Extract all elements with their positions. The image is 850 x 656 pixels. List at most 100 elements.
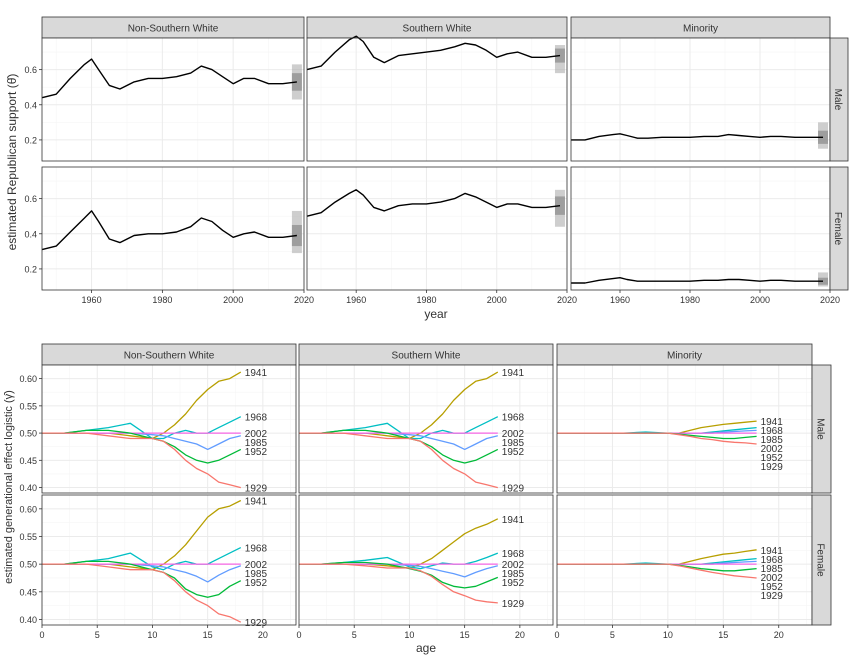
row-strip	[829, 37, 849, 162]
cohort-end-label: 1952	[761, 582, 784, 593]
column-strip-label: Minority	[683, 24, 718, 35]
y-tick-label: 0.2	[24, 135, 37, 145]
bottom-y-axis-title: estimated generational effect logistic (…	[3, 390, 15, 584]
cohort-end-label: 1941	[245, 497, 268, 508]
x-tick-label: 10	[663, 630, 673, 640]
panel-background	[557, 495, 812, 625]
row-strip-label: Male	[832, 89, 843, 111]
cohort-end-label: 1985	[245, 438, 268, 449]
panel-border	[41, 166, 305, 291]
support-line	[571, 277, 823, 284]
y-tick-label: 0.45	[19, 456, 37, 466]
cohort-end-label: 2002	[761, 444, 784, 455]
cohort-end-label: 1985	[761, 564, 784, 575]
cohort-end-label: 2002	[245, 429, 268, 440]
cohort-line-1952	[42, 429, 242, 464]
y-tick-label: 0.40	[19, 615, 37, 625]
column-strip-label: Minority	[667, 351, 702, 362]
panel-background	[571, 38, 830, 161]
y-tick-label: 0.50	[19, 560, 37, 570]
cohort-end-label: 1952	[245, 447, 268, 458]
cohort-end-label: 1952	[502, 578, 525, 589]
x-tick-label: 15	[718, 630, 728, 640]
panel-background	[42, 167, 304, 290]
panel-border	[306, 166, 568, 291]
panel-background	[307, 38, 567, 161]
cohort-line-1952	[299, 429, 499, 464]
cohort-end-label: 1929	[502, 484, 525, 495]
x-tick-label: 1980	[680, 295, 700, 305]
x-tick-label: 1960	[346, 295, 366, 305]
facet-panel	[41, 37, 305, 162]
row-strip-label: Male	[815, 418, 826, 440]
panel-background	[307, 167, 567, 290]
x-tick-label: 5	[610, 630, 615, 640]
panel-background	[42, 38, 304, 161]
cohort-end-label: 1952	[245, 578, 268, 589]
facet-panel	[306, 35, 568, 162]
cohort-line-1929	[42, 432, 241, 489]
cohort-end-label: 1968	[502, 413, 525, 424]
y-tick-label: 0.40	[19, 483, 37, 493]
x-tick-label: 0	[39, 630, 44, 640]
x-tick-label: 10	[404, 630, 414, 640]
x-tick-label: 2020	[294, 295, 314, 305]
y-tick-label: 0.60	[19, 374, 37, 384]
panel-background	[557, 365, 812, 493]
row-strip	[811, 364, 832, 494]
y-tick-label: 0.2	[24, 264, 37, 274]
y-tick-label: 0.45	[19, 587, 37, 597]
top-chart: Non-Southern White 0.2 0.4 0.6 0.2 0.4 0.6 1960…	[24, 16, 849, 305]
support-line	[41, 210, 297, 251]
x-tick-label: 2020	[820, 295, 840, 305]
cohort-end-label: 1952	[502, 447, 525, 458]
facet-panel	[41, 166, 305, 291]
cohort-line-1929	[299, 432, 498, 489]
panel-border	[41, 494, 297, 626]
cohort-end-label: 1929	[245, 484, 268, 495]
cohort-end-label: 2002	[502, 429, 525, 440]
cohort-end-label: 1968	[245, 413, 268, 424]
panel-border	[41, 37, 305, 162]
x-tick-label: 15	[460, 630, 470, 640]
x-tick-label: 1980	[152, 295, 172, 305]
cohort-end-label: 1929	[502, 599, 525, 610]
top-y-axis-title: estimated Republican support (θ̂)	[5, 74, 19, 251]
facet-panel	[570, 166, 831, 291]
cohort-end-label: 1985	[245, 569, 268, 580]
cohort-line-1929	[42, 563, 242, 623]
panel-border	[298, 364, 554, 494]
y-tick-label: 0.50	[19, 429, 37, 439]
cohort-end-label: 1985	[502, 438, 525, 449]
cohort-end-label: 1968	[502, 549, 525, 560]
column-strip-label: Southern White	[392, 351, 461, 362]
cohort-end-label: 1941	[761, 417, 784, 428]
cohort-end-label: 1968	[761, 555, 784, 566]
column-strip-label: Non-Southern White	[128, 24, 219, 35]
x-tick-label: 1960	[82, 295, 102, 305]
x-tick-label: 1980	[416, 295, 436, 305]
row-strip	[811, 494, 832, 626]
cohort-line-1929	[557, 563, 757, 579]
x-tick-label: 0	[296, 630, 301, 640]
y-tick-label: 0.55	[19, 401, 37, 411]
y-tick-label: 0.60	[19, 504, 37, 514]
x-tick-label: 0	[554, 630, 559, 640]
cohort-line-1929	[557, 432, 757, 445]
x-tick-label: 5	[95, 630, 100, 640]
cohort-end-label: 2002	[245, 560, 268, 571]
cohort-end-label: 2002	[502, 560, 525, 571]
cohort-end-label: 2002	[761, 573, 784, 584]
panel-border	[306, 37, 568, 162]
x-tick-label: 2020	[557, 295, 577, 305]
support-line	[571, 133, 823, 141]
panel-background	[299, 495, 553, 625]
x-tick-label: 5	[352, 630, 357, 640]
